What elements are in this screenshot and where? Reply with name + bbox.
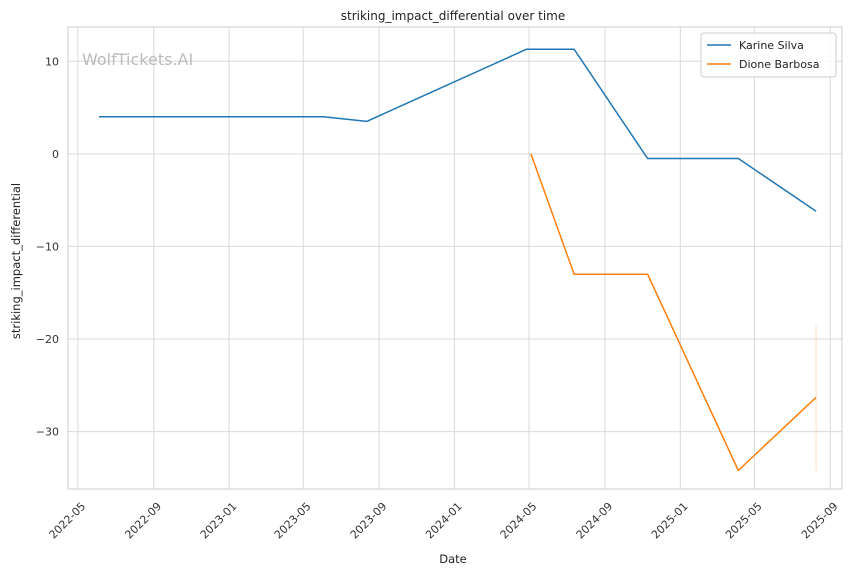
series-line-karine-silva <box>98 48 817 212</box>
legend-label: Karine Silva <box>739 39 804 52</box>
legend-label: Dione Barbosa <box>739 58 820 71</box>
y-tick-label: 0 <box>52 148 59 161</box>
series-line-dione-barbosa <box>530 153 817 472</box>
legend-box <box>700 32 837 78</box>
y-tick-label: −30 <box>36 426 59 439</box>
plot-frame <box>67 26 843 490</box>
y-axis-ticks: 10 0 −10 −20 −30 <box>36 55 59 438</box>
y-axis-title: striking_impact_differential <box>9 183 23 339</box>
grid <box>68 27 842 489</box>
chart-title: striking_impact_differential over time <box>341 9 566 23</box>
x-axis-title: Date <box>439 552 467 566</box>
series-layer <box>98 48 817 472</box>
y-tick-label: 10 <box>45 55 59 68</box>
y-tick-label: −20 <box>36 333 59 346</box>
watermark: WolfTickets.AI <box>82 50 193 69</box>
legend: Karine Silva Dione Barbosa <box>700 32 837 78</box>
plot-area <box>68 27 842 489</box>
y-tick-label: −10 <box>36 240 59 253</box>
